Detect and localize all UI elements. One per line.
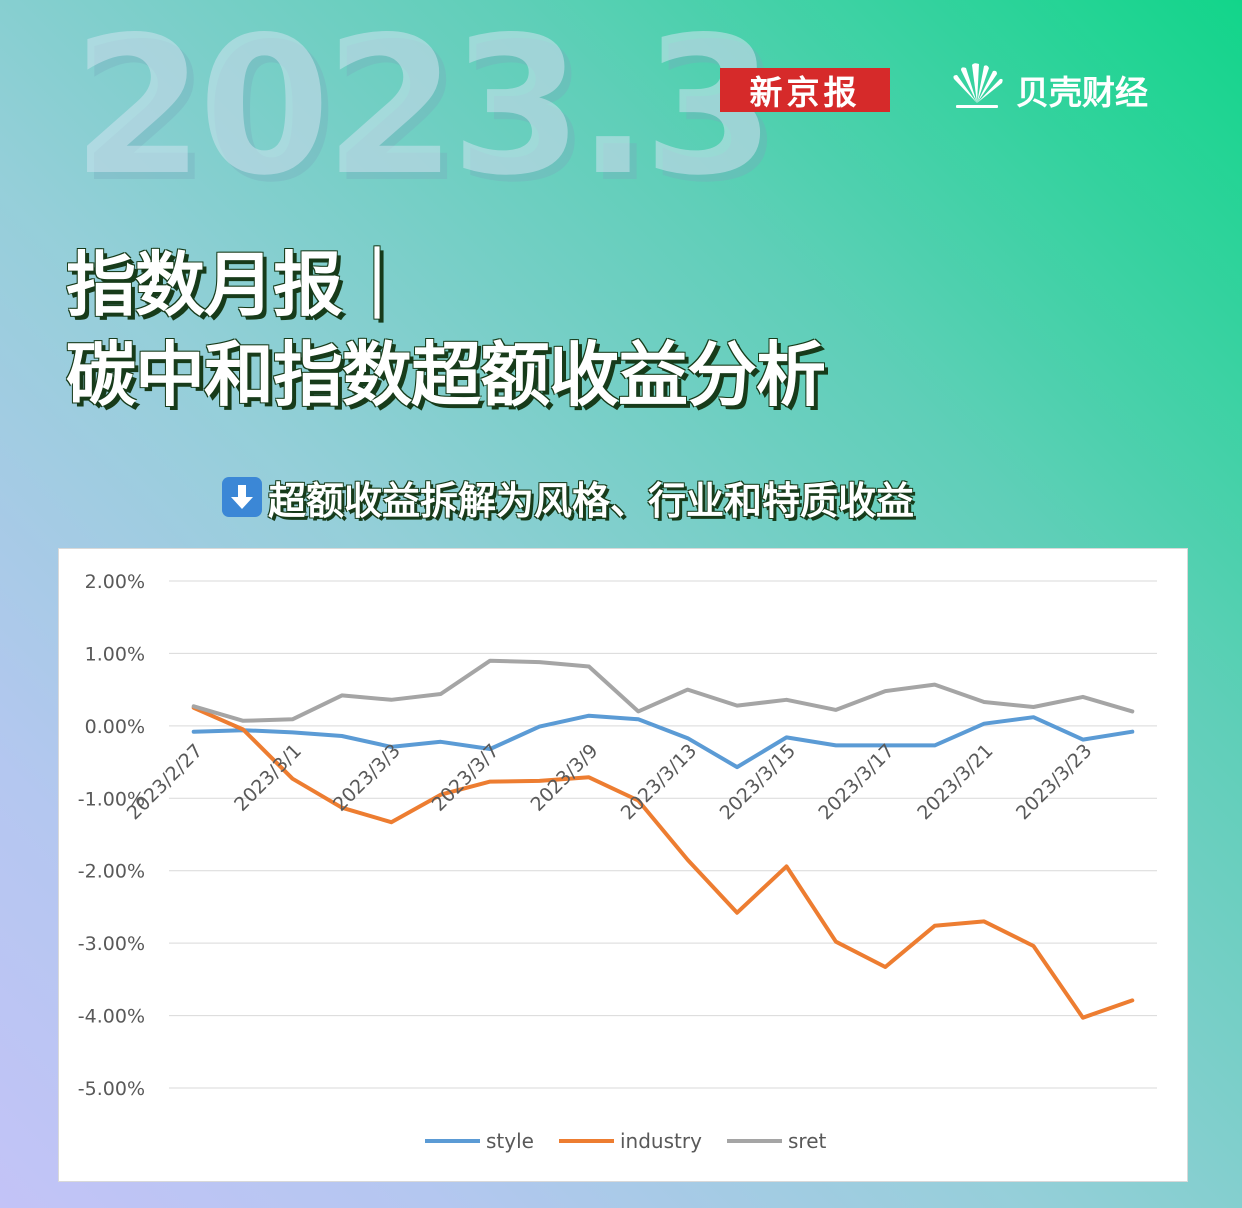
x-tick-label: 2023/2/27 (123, 740, 207, 824)
page-title-line-1: 指数月报｜ (66, 244, 412, 326)
x-tick-label: 2023/3/7 (428, 740, 504, 816)
y-tick-label: -1.00% (78, 788, 145, 810)
gridlines (169, 580, 1157, 1089)
excess-return-chart: 2.00% 1.00% 0.00% -1.00% -2.00% -3.00% -4.00% -… (58, 548, 1188, 1182)
chart-subtitle: 超额收益拆解为风格、行业和特质收益 (222, 474, 914, 523)
x-tick-label: 2023/3/3 (329, 740, 405, 816)
y-tick-label: -4.00% (78, 1006, 145, 1028)
series-line-sret (191, 658, 1135, 723)
y-tick-label: 2.00% (85, 571, 145, 593)
chart-canvas: 2.00% 1.00% 0.00% -1.00% -2.00% -3.00% -4.00% -… (78, 571, 1157, 1153)
y-tick-label: -2.00% (78, 861, 145, 883)
series-lines (191, 658, 1135, 1020)
legend-label-sret: sret (788, 1129, 827, 1153)
x-tick-label: 2023/3/21 (913, 740, 997, 824)
down-arrow-icon (222, 477, 262, 517)
y-axis-ticks: 2.00% 1.00% 0.00% -1.00% -2.00% -3.00% -4.00% -… (78, 571, 145, 1100)
x-tick-label: 2023/3/23 (1012, 740, 1096, 824)
beike-logo-text: 贝壳财经 (1016, 73, 1148, 112)
series-line-industry (191, 705, 1135, 1020)
xinjingbao-logo: 新京报 (720, 68, 890, 112)
series-line-style (191, 713, 1135, 770)
shell-icon (946, 63, 1008, 117)
legend-label-style: style (486, 1129, 534, 1153)
y-tick-label: -3.00% (78, 933, 145, 955)
beike-finance-logo: 贝壳财经 (946, 62, 1148, 118)
y-tick-label: 1.00% (85, 643, 145, 665)
legend-label-industry: industry (620, 1129, 702, 1153)
y-tick-label: -5.00% (78, 1078, 145, 1100)
x-tick-label: 2023/3/13 (617, 740, 701, 824)
chart-legend: style industry sret (425, 1129, 827, 1153)
xinjingbao-logo-text: 新京报 (749, 73, 861, 112)
x-tick-label: 2023/3/17 (814, 740, 898, 824)
chart-subtitle-text: 超额收益拆解为风格、行业和特质收益 (268, 478, 915, 523)
page-title-line-2: 碳中和指数超额收益分析 (66, 334, 826, 416)
y-tick-label: 0.00% (85, 716, 145, 738)
year-watermark: 2023.3 (72, 0, 775, 217)
